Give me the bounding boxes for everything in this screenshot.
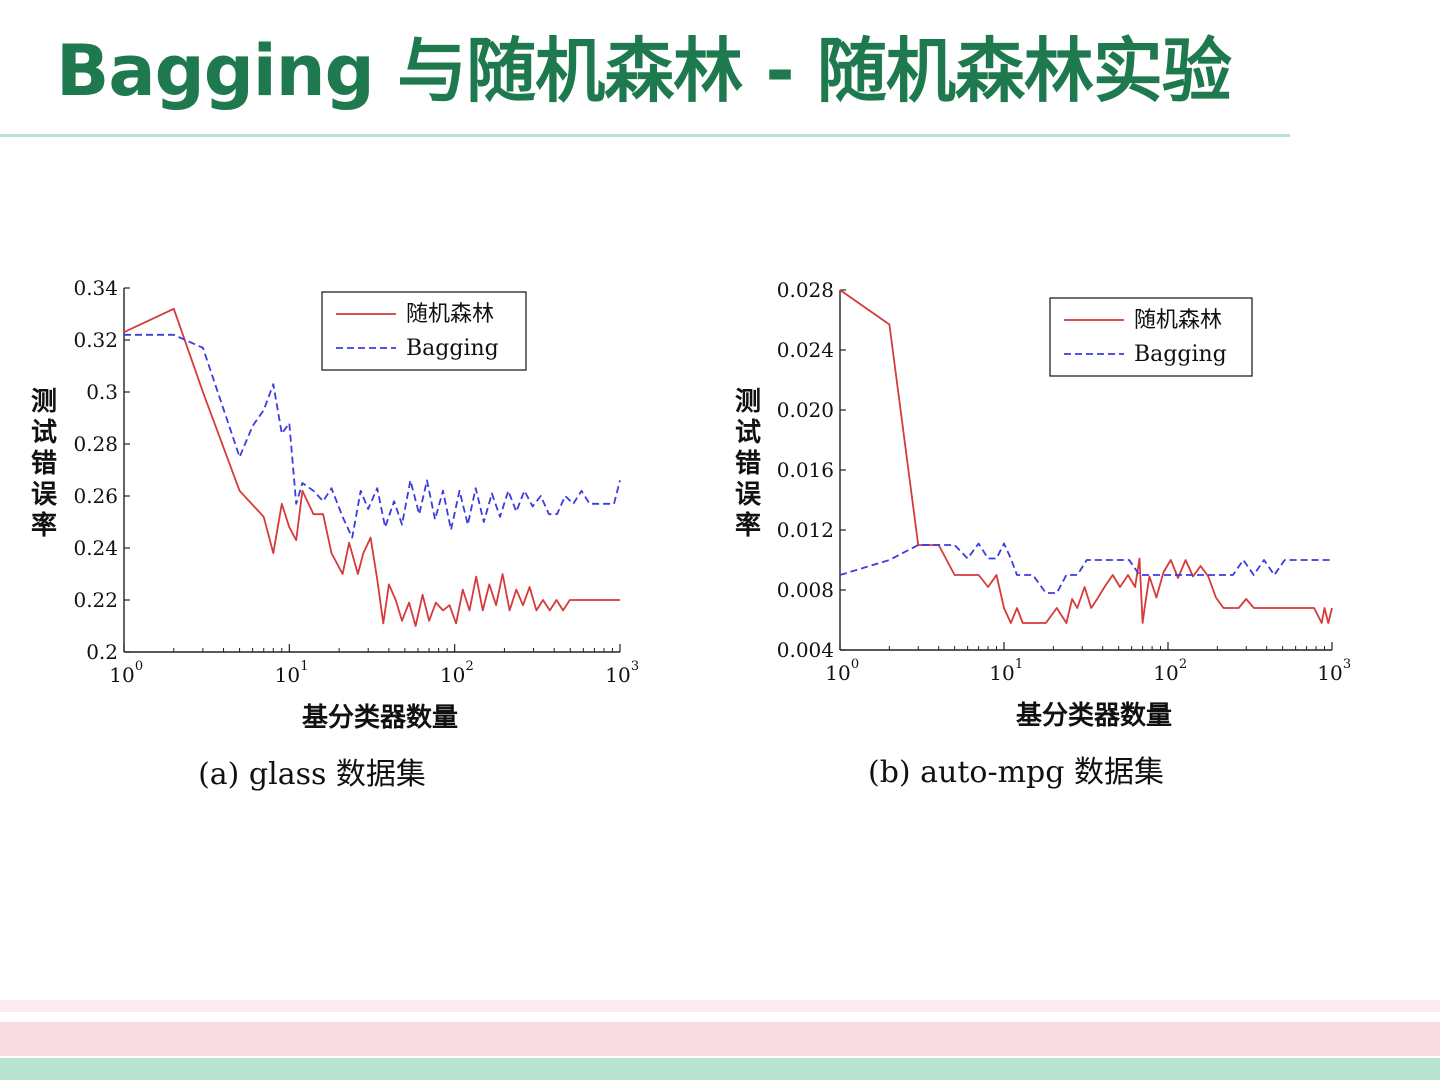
y-tick-label: 0.3 bbox=[86, 380, 118, 404]
x-tick-label-base: 10 bbox=[109, 663, 134, 687]
y-tick-label: 0.004 bbox=[777, 638, 834, 662]
x-tick-label-base: 10 bbox=[989, 661, 1014, 685]
y-axis-title: 测试错误率 bbox=[31, 387, 58, 541]
x-tick-label-exponent: 1 bbox=[1015, 657, 1023, 672]
x-axis-title: 基分类器数量 bbox=[1016, 701, 1172, 731]
footer-band-pink bbox=[0, 1022, 1440, 1056]
x-tick-label-exponent: 0 bbox=[135, 659, 143, 674]
legend-label: Bagging bbox=[1134, 342, 1227, 367]
y-tick-label: 0.012 bbox=[777, 518, 834, 542]
x-tick-label-exponent: 2 bbox=[1179, 657, 1187, 672]
y-axis-title: 测试错误率 bbox=[735, 387, 762, 541]
chart-caption: (a) glass 数据集 bbox=[198, 757, 426, 792]
y-tick-label: 0.28 bbox=[73, 432, 118, 456]
y-tick-label: 0.24 bbox=[73, 536, 118, 560]
x-tick-label-base: 10 bbox=[1153, 661, 1178, 685]
y-tick-label: 0.008 bbox=[777, 578, 834, 602]
x-tick-label-exponent: 1 bbox=[300, 659, 308, 674]
x-tick-label-base: 10 bbox=[825, 661, 850, 685]
legend-label: 随机森林 bbox=[406, 302, 494, 327]
x-tick-label-exponent: 0 bbox=[851, 657, 859, 672]
legend-box bbox=[321, 291, 527, 371]
series-line-random-forest bbox=[123, 307, 620, 627]
x-tick-label-exponent: 3 bbox=[1343, 657, 1351, 672]
y-tick-label: 0.22 bbox=[73, 588, 118, 612]
legend-label: Bagging bbox=[406, 336, 499, 361]
y-tick-label: 0.32 bbox=[73, 328, 118, 352]
x-tick-label-base: 10 bbox=[440, 663, 465, 687]
y-tick-label: 0.2 bbox=[86, 640, 118, 664]
footer-band-green bbox=[0, 1058, 1440, 1080]
x-tick-label-base: 10 bbox=[1317, 661, 1342, 685]
title-divider bbox=[0, 134, 1290, 137]
y-tick-label: 0.020 bbox=[777, 398, 834, 422]
footer-band-light-pink bbox=[0, 1000, 1440, 1012]
y-tick-label: 0.34 bbox=[73, 276, 118, 300]
x-tick-label-exponent: 3 bbox=[631, 659, 639, 674]
series-line-random-forest bbox=[839, 289, 1333, 624]
legend-box bbox=[1049, 297, 1253, 377]
x-tick-label-base: 10 bbox=[605, 663, 630, 687]
x-axis-title: 基分类器数量 bbox=[302, 703, 458, 733]
x-tick-label-base: 10 bbox=[275, 663, 300, 687]
legend-label: 随机森林 bbox=[1134, 308, 1222, 333]
slide-title: Bagging 与随机森林 - 随机森林实验 bbox=[56, 30, 1232, 112]
y-tick-label: 0.028 bbox=[777, 278, 834, 302]
y-tick-label: 0.26 bbox=[73, 484, 118, 508]
y-tick-label: 0.024 bbox=[777, 338, 834, 362]
y-tick-label: 0.016 bbox=[777, 458, 834, 482]
x-tick-label-exponent: 2 bbox=[466, 659, 474, 674]
chart-caption: (b) auto-mpg 数据集 bbox=[868, 755, 1164, 790]
series-line-bagging bbox=[839, 542, 1332, 594]
series-line-bagging bbox=[124, 333, 621, 539]
